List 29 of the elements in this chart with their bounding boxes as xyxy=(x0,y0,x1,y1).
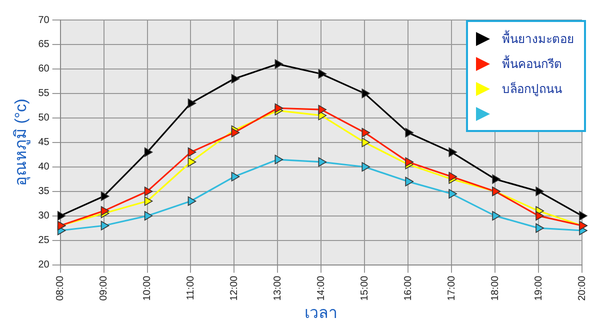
x-tick-label: 11:00 xyxy=(185,275,196,300)
x-tick-label: 20:00 xyxy=(576,275,588,301)
y-tick-label: 20 xyxy=(38,260,50,271)
x-tick-label: 12:00 xyxy=(228,275,240,301)
legend-label: พื้นยางมะตอย xyxy=(502,29,574,48)
x-tick-label: 15:00 xyxy=(359,275,370,301)
y-tick-label: 45 xyxy=(38,137,50,148)
y-tick-label: 70 xyxy=(38,14,50,26)
x-tick-label: 19:00 xyxy=(533,275,544,301)
legend-label: บล็อกปูถนน xyxy=(502,80,562,98)
x-tick-label: 09:00 xyxy=(98,275,110,301)
y-tick-label: 50 xyxy=(38,112,50,124)
x-tick-label: 17:00 xyxy=(446,275,458,301)
y-tick-label: 65 xyxy=(38,39,50,50)
y-tick-label: 40 xyxy=(38,162,50,173)
y-axis-title: อุณหภูมิ (°c) xyxy=(13,98,32,186)
y-tick-label: 30 xyxy=(38,210,50,222)
legend-label: พื้นคอนกรีต xyxy=(502,54,562,73)
x-tick-label: 14:00 xyxy=(316,275,327,301)
x-tick-label: 16:00 xyxy=(402,275,414,301)
y-tick-label: 25 xyxy=(38,235,50,246)
x-axis-title: เวลา xyxy=(304,304,338,322)
y-tick-label: 35 xyxy=(38,186,50,198)
x-tick-label: 08:00 xyxy=(55,275,66,301)
x-tick-label: 18:00 xyxy=(490,275,501,301)
y-tick-label: 60 xyxy=(38,64,50,75)
y-tick-label: 55 xyxy=(38,88,50,100)
x-tick-label: 13:00 xyxy=(272,275,284,301)
x-tick-label: 10:00 xyxy=(142,275,154,301)
